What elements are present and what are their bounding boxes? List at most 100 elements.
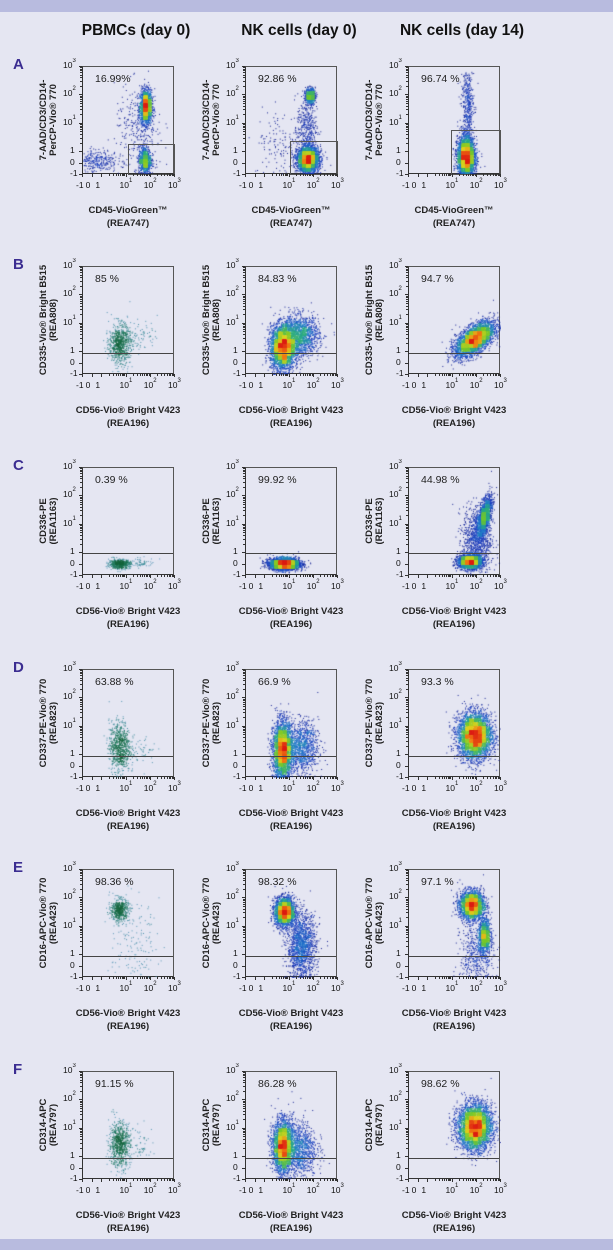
y-minor-tick (406, 906, 408, 907)
x-tick-label: 103 (168, 178, 181, 190)
y-tick-label: 103 (63, 1063, 76, 1075)
gate-line[interactable] (246, 1158, 336, 1160)
x-minor-tick (463, 977, 465, 979)
x-minor-tick (434, 977, 436, 979)
x-tick-mark (254, 174, 256, 177)
y-axis-label: 7-AAD/CD3/CD14- PerCP-Vio® 770 (38, 60, 59, 180)
x-minor-tick (142, 575, 144, 577)
x-minor-tick (334, 1179, 336, 1181)
x-tick-mark (149, 977, 151, 980)
gate-line[interactable] (83, 1158, 173, 1160)
tick-exponent: 1 (129, 1183, 133, 1189)
x-minor-tick (468, 174, 470, 176)
tick-text: 10 (389, 88, 399, 99)
x-minor-tick (124, 374, 126, 376)
gate-line[interactable] (409, 756, 499, 758)
y-minor-tick (80, 1103, 82, 1105)
y-minor-tick (243, 1119, 245, 1121)
x-tick-mark (288, 1179, 290, 1182)
y-minor-tick (243, 671, 245, 673)
y-minor-tick (80, 280, 82, 282)
gate-line[interactable] (246, 956, 336, 958)
gate-line[interactable] (409, 553, 499, 555)
x-minor-tick (466, 977, 468, 979)
tick-text: 10 (226, 60, 236, 70)
tick-text: 1 (258, 983, 264, 993)
tick-exponent: 1 (72, 515, 76, 522)
y-tick-mark (242, 1167, 245, 1169)
y-minor-tick (243, 300, 245, 302)
y-minor-tick (243, 535, 245, 537)
x-minor-tick (497, 174, 499, 176)
gate-line[interactable] (409, 353, 499, 355)
gate-line[interactable] (409, 1158, 499, 1160)
x-minor-tick (170, 174, 172, 176)
x-axis-label-line: CD45-VioGreen™ (251, 205, 331, 216)
y-minor-tick (406, 917, 408, 919)
y-minor-tick (243, 475, 245, 477)
x-minor-tick (140, 575, 142, 577)
tick-exponent: 2 (153, 178, 157, 184)
gate-line[interactable] (246, 756, 336, 758)
gate-line[interactable] (83, 756, 173, 758)
tick-exponent: 3 (503, 178, 507, 184)
x-minor-tick (287, 575, 289, 577)
gate-line[interactable] (83, 553, 173, 555)
tick-text: 10 (469, 983, 480, 993)
y-minor-tick (406, 1114, 408, 1116)
y-minor-tick (406, 496, 408, 498)
y-minor-tick (243, 98, 245, 100)
y-minor-tick (243, 880, 245, 882)
tick-text: 10 (331, 783, 341, 793)
y-minor-tick (243, 732, 245, 734)
x-minor-tick (168, 174, 170, 176)
density-scatter (246, 1072, 338, 1180)
gate-line[interactable] (246, 353, 336, 355)
y-minor-tick (406, 267, 408, 269)
y-minor-tick (80, 934, 82, 936)
y-minor-tick (80, 917, 82, 919)
gate-line[interactable] (409, 956, 499, 958)
x-minor-tick (434, 575, 436, 577)
tick-text: 0 (248, 783, 254, 793)
y-minor-tick (243, 97, 245, 99)
y-minor-tick (80, 937, 82, 939)
y-minor-tick (406, 740, 408, 742)
x-minor-tick (303, 777, 305, 779)
tick-exponent: 3 (72, 258, 76, 264)
y-tick-mark (242, 1179, 245, 1180)
x-tick-mark (408, 1179, 409, 1182)
tick-exponent: 3 (177, 1183, 181, 1189)
gate-percentage: 99.92 % (258, 474, 297, 486)
y-tick-mark (79, 925, 82, 927)
y-tick-mark (405, 1099, 408, 1101)
gate-line[interactable] (83, 353, 173, 355)
tick-exponent: 2 (153, 981, 157, 987)
tick-text: 0 (233, 759, 238, 770)
x-axis-label-line: CD56-Vio® Bright V423 (75, 1008, 181, 1019)
y-tick-mark (242, 925, 245, 927)
x-tick-label: -1 (402, 581, 410, 591)
x-minor-tick (146, 374, 148, 376)
y-minor-tick (80, 127, 82, 129)
x-minor-tick (444, 977, 446, 979)
x-tick-mark (475, 374, 477, 377)
x-tick-label: 103 (331, 781, 344, 793)
tick-exponent: 3 (503, 1183, 507, 1189)
density-scatter (83, 670, 175, 778)
tick-text: 10 (494, 983, 504, 993)
x-minor-tick (446, 174, 448, 176)
x-tick-mark (337, 374, 338, 377)
y-minor-tick (80, 525, 82, 527)
y-minor-tick (406, 68, 408, 70)
y-minor-tick (406, 934, 408, 936)
x-minor-tick (466, 374, 468, 376)
tick-text: -1 (70, 569, 78, 579)
gate-line[interactable] (83, 956, 173, 958)
gate-line[interactable] (246, 553, 336, 555)
y-tick-label: 101 (226, 516, 239, 528)
density-scatter (409, 870, 501, 978)
x-minor-tick (327, 575, 329, 577)
x-minor-tick (498, 575, 500, 577)
x-minor-tick (281, 777, 283, 779)
